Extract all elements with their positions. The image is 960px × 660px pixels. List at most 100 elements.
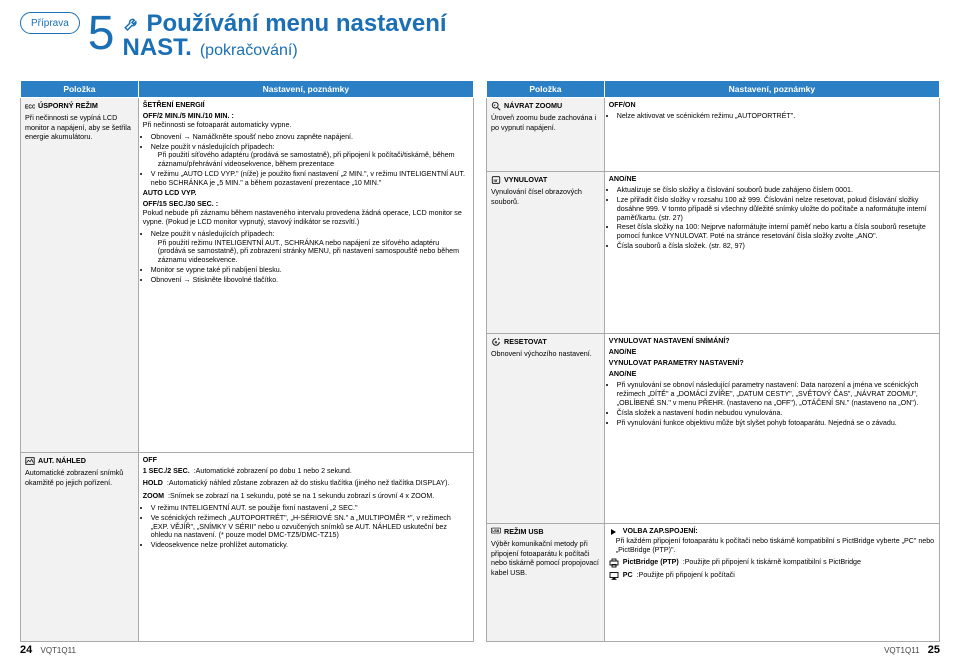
kv-key: PC [623, 571, 633, 581]
table-row: ECO ÚSPORNÝ REŽIM Při nečinnosti se vypí… [21, 98, 474, 453]
item-text: Obnovení výchozího nastavení. [491, 349, 600, 359]
right-half: Položka Nastavení, poznámky NÁVRAT ZOOMU [486, 80, 940, 642]
desc-cell-zoom-return: OFF/ON Nelze aktivovat ve scénickém reži… [604, 98, 939, 172]
eco-icon: ECO [25, 101, 35, 111]
bullet: Ve scénických režimech „AUTOPORTRÉT", „H… [151, 514, 469, 541]
spanner-icon [123, 15, 141, 33]
bullet: Při vynulování funkce objektivu může být… [617, 419, 935, 428]
bullet: Obnovení → Stiskněte libovolné tlačítko. [151, 276, 469, 285]
chapter-tab: Příprava [20, 12, 80, 34]
footer-left: 24 VQT1Q11 [20, 644, 76, 656]
reset-icon: R [491, 337, 501, 347]
svg-text:R: R [495, 340, 498, 344]
right-table: Položka Nastavení, poznámky NÁVRAT ZOOMU [486, 80, 940, 642]
question: VYNULOVAT PARAMETRY NASTAVENÍ? [609, 359, 744, 367]
body: Položka Nastavení, poznámky ECO ÚSPORNÝ … [20, 80, 940, 642]
svg-text:ECO: ECO [25, 105, 35, 111]
answer: ANO/NE [609, 370, 637, 378]
chapter-number: 5 [88, 12, 115, 55]
desc-cell-eco: ŠETŘENÍ ENERGIÍ OFF/2 MIN./5 MIN./10 MIN… [138, 98, 473, 453]
bullet: Reset čísla složky na 100: Nejprve nafor… [617, 223, 935, 241]
subhead: AUTO LCD VYP. [143, 189, 197, 197]
question: VYNULOVAT NASTAVENÍ SNÍMÁNÍ? [609, 337, 730, 345]
bullet: Monitor se vypne také při nabíjení blesk… [151, 266, 469, 275]
option-line: OFF/2 MIN./5 MIN./10 MIN. : [143, 112, 234, 120]
option-head: OFF/ON [609, 101, 636, 109]
item-title: AUT. NÁHLED [38, 456, 86, 466]
chapter-label: Příprava [31, 18, 69, 29]
item-text: Vynulování čísel obrazových souborů. [491, 187, 600, 206]
item-title: ÚSPORNÝ REŽIM [38, 101, 98, 111]
svg-text:USB: USB [492, 529, 499, 533]
footer-right: VQT1Q11 25 [884, 644, 940, 656]
desc-cell-reset: VYNULOVAT NASTAVENÍ SNÍMÁNÍ? ANO/NE VYNU… [604, 333, 939, 523]
item-title: NÁVRAT ZOOMU [504, 101, 562, 111]
bullet: Videosekvence nelze prohlížet automatick… [151, 541, 469, 550]
item-text: Výběr komunikační metody při připojení f… [491, 539, 600, 578]
kv-val: :Použijte při připojení k tiskárně kompa… [683, 558, 935, 568]
bullet: Při vynulování se obnoví následující par… [617, 381, 935, 408]
kv-val: :Automatický náhled zůstane zobrazen až … [167, 479, 469, 488]
kv-val: :Automatické zobrazení po dobu 1 nebo 2 … [194, 467, 469, 476]
option-off: OFF [143, 456, 157, 464]
title-block: Používání menu nastavení NAST. (pokračov… [123, 12, 447, 60]
usb-icon: USB [491, 527, 501, 537]
page-spread: Příprava 5 Používání menu nastavení NAST… [0, 0, 960, 660]
title-continuation: (pokračování) [200, 42, 298, 60]
left-half: Položka Nastavení, poznámky ECO ÚSPORNÝ … [20, 80, 474, 642]
bullet: Nelze použít v následujících případech: … [151, 230, 469, 265]
preview-icon [25, 456, 35, 466]
pc-icon [609, 571, 619, 581]
item-text: Úroveň zoomu bude zachována i po vypnutí… [491, 113, 600, 132]
item-cell-usb: USB REŽIM USB Výběr komunikační metody p… [487, 524, 605, 642]
zoom-return-icon [491, 101, 501, 111]
bullet: Nelze použít v následujících případech: … [151, 143, 469, 170]
bullet: V režimu INTELIGENTNÍ AUT. se použije fi… [151, 504, 469, 513]
kv-val: :Použijte při připojení k počítači [637, 571, 935, 581]
item-text: Automatické zobrazení snímků okamžitě po… [25, 468, 134, 487]
kv-key: PictBridge (PTP) [623, 558, 679, 568]
kv-val: Při každém připojení fotoaparátu k počít… [609, 537, 935, 555]
desc-cell-reset-number: ANO/NE Aktualizuje se číslo složky a čís… [604, 171, 939, 333]
answer: ANO/NE [609, 348, 637, 356]
col-header-item: Položka [21, 81, 139, 98]
table-row: nr VYNULOVAT Vynulování čísel obrazových… [487, 171, 940, 333]
item-title: RESETOVAT [504, 337, 547, 347]
footer: 24 VQT1Q11 VQT1Q11 25 [20, 644, 940, 656]
item-title: VYNULOVAT [504, 175, 547, 185]
left-table: Položka Nastavení, poznámky ECO ÚSPORNÝ … [20, 80, 474, 642]
bullet: V režimu „AUTO LCD VYP." (níže) je použi… [151, 170, 469, 188]
option-desc: Při nečinnosti se fotoaparát automaticky… [143, 121, 292, 129]
doc-code-right: VQT1Q11 [884, 646, 919, 655]
bullet: Nelze aktivovat ve scénickém režimu „AUT… [617, 112, 935, 121]
item-cell-zoom-return: NÁVRAT ZOOMU Úroveň zoomu bude zachována… [487, 98, 605, 172]
kv-key: VOLBA ZAP.SPOJENÍ: [623, 527, 698, 537]
item-cell-preview: AUT. NÁHLED Automatické zobrazení snímků… [21, 452, 139, 641]
col-header-desc: Nastavení, poznámky [604, 81, 939, 98]
option-line: OFF/15 SEC./30 SEC. : [143, 200, 218, 208]
bullet: Aktualizuje se číslo složky a číslování … [617, 186, 935, 195]
table-row: USB REŽIM USB Výběr komunikační metody p… [487, 524, 940, 642]
header: Příprava 5 Používání menu nastavení NAST… [20, 12, 940, 74]
kv-key: ZOOM [143, 492, 164, 501]
title-abbrev: NAST. [123, 36, 192, 60]
kv-val: :Snímek se zobrazí na 1 sekundu, poté se… [168, 492, 469, 501]
item-cell-reset: R RESETOVAT Obnovení výchozího nastavení… [487, 333, 605, 523]
item-cell-eco: ECO ÚSPORNÝ REŽIM Při nečinnosti se vypí… [21, 98, 139, 453]
desc-cell-usb: VOLBA ZAP.SPOJENÍ: Při každém připojení … [604, 524, 939, 642]
item-title: REŽIM USB [504, 527, 544, 537]
table-row: AUT. NÁHLED Automatické zobrazení snímků… [21, 452, 474, 641]
subhead: ŠETŘENÍ ENERGIÍ [143, 101, 205, 109]
desc-cell-preview: OFF 1 SEC./2 SEC.:Automatické zobrazení … [138, 452, 473, 641]
option-head: ANO/NE [609, 175, 637, 183]
arrow-select-icon [609, 527, 619, 537]
doc-code-left: VQT1Q11 [40, 646, 75, 655]
printer-icon [609, 558, 619, 568]
kv-key: HOLD [143, 479, 163, 488]
page-number-left: 24 [20, 644, 32, 656]
page-number-right: 25 [928, 644, 940, 656]
table-row: R RESETOVAT Obnovení výchozího nastavení… [487, 333, 940, 523]
table-row: NÁVRAT ZOOMU Úroveň zoomu bude zachována… [487, 98, 940, 172]
bullet: Obnovení → Namáčkněte spoušť nebo znovu … [151, 133, 469, 142]
col-header-item: Položka [487, 81, 605, 98]
